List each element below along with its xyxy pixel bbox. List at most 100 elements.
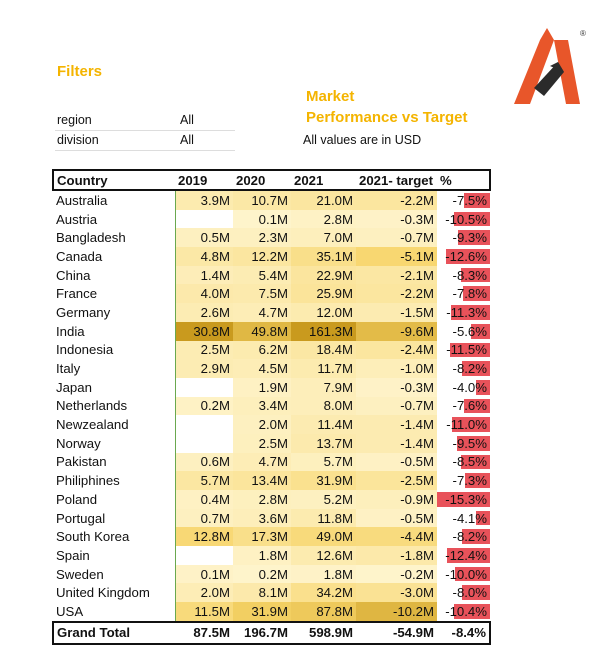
col-header-target-diff[interactable]: 2021- target — [359, 172, 434, 188]
percent-bar — [451, 417, 490, 432]
cell-country: Australia — [53, 190, 176, 210]
cell-2021: 18.4M — [291, 340, 356, 360]
cell-country: Germany — [53, 303, 176, 322]
percent-bar — [470, 323, 490, 339]
cell-target-diff: -0.2M — [356, 564, 437, 584]
table-row[interactable]: Canada 4.8M 12.2M 35.1M -5.1M -12.6% — [53, 247, 490, 266]
percent-value: -8.2% — [452, 361, 487, 377]
cell-2019: 2.9M — [175, 359, 233, 378]
cell-2019: 2.6M — [175, 303, 233, 322]
col-header-2020[interactable]: 2020 — [236, 172, 266, 188]
cell-2019 — [175, 433, 233, 453]
percent-value: -4.0% — [452, 379, 487, 395]
cell-2021: 87.8M — [291, 602, 356, 622]
filter-region-value[interactable]: All — [180, 113, 194, 127]
percent-bar — [447, 548, 490, 563]
col-header-2021[interactable]: 2021 — [294, 172, 324, 188]
percent-value: -4.1% — [452, 510, 487, 526]
cell-2021: 31.9M — [291, 471, 356, 490]
table-row[interactable]: Netherlands 0.2M 3.4M 8.0M -0.7M -7.6% — [53, 396, 490, 416]
cell-2019: 0.4M — [175, 490, 233, 509]
currency-note: All values are in USD — [303, 133, 422, 147]
table-row[interactable]: Japan 1.9M 7.9M -0.3M -4.0% — [53, 377, 490, 397]
report-title: Market Performance vs Target — [306, 86, 467, 128]
cell-percent: -12.6% — [437, 247, 490, 266]
table-row[interactable]: Australia 3.9M 10.7M 21.0M -2.2M -7.5% — [53, 190, 490, 210]
filter-division-row[interactable]: division All — [55, 132, 235, 151]
cell-country: Newzealand — [53, 415, 176, 434]
table-row[interactable]: Sweden 0.1M 0.2M 1.8M -0.2M -10.0% — [53, 564, 490, 584]
cell-2019: 2.0M — [175, 583, 233, 603]
cell-country: Portugal — [53, 508, 176, 528]
cell-percent: -8.2% — [437, 359, 490, 378]
table-row[interactable]: Austria 0.1M 2.8M -0.3M -10.5% — [53, 209, 490, 229]
cell-2020: 0.1M — [233, 209, 291, 229]
cell-country: Spain — [53, 546, 176, 565]
cell-2020: 2.3M — [233, 228, 291, 248]
table-row[interactable]: India 30.8M 49.8M 161.3M -9.6M -5.6% — [53, 321, 490, 341]
cell-2020: 31.9M — [233, 602, 291, 622]
cell-country: Norway — [53, 433, 176, 453]
table-row[interactable]: Bangladesh 0.5M 2.3M 7.0M -0.7M -9.3% — [53, 228, 490, 248]
report-title-line1: Market — [306, 88, 355, 105]
filter-division-value[interactable]: All — [180, 133, 194, 147]
percent-value: -9.5% — [452, 435, 487, 451]
cell-2020: 1.8M — [233, 546, 291, 565]
cell-2021: 7.9M — [291, 377, 356, 397]
table-row[interactable]: Portugal 0.7M 3.6M 11.8M -0.5M -4.1% — [53, 508, 490, 528]
percent-bar — [453, 211, 490, 227]
cell-country: China — [53, 265, 176, 285]
performance-table: Country 2019 2020 2021 2021- target % Au… — [52, 169, 491, 645]
cell-target-diff: -1.5M — [356, 303, 437, 322]
percent-bar — [464, 193, 490, 208]
total-label: Grand Total — [57, 625, 131, 641]
cell-target-diff: -0.5M — [356, 452, 437, 472]
cell-2020: 10.7M — [233, 190, 291, 210]
percent-bar — [457, 435, 490, 451]
cell-target-diff: -1.4M — [356, 433, 437, 453]
cell-2021: 21.0M — [291, 190, 356, 210]
cell-2019: 0.6M — [175, 452, 233, 472]
filter-region-row[interactable]: region All — [55, 112, 235, 131]
percent-value: -7.5% — [452, 192, 487, 208]
table-row[interactable]: Norway 2.5M 13.7M -1.4M -9.5% — [53, 433, 490, 453]
table-row[interactable]: Spain 1.8M 12.6M -1.8M -12.4% — [53, 546, 490, 565]
report-title-line2: Performance vs Target — [306, 109, 468, 126]
cell-country: Pakistan — [53, 452, 176, 472]
col-header-2019[interactable]: 2019 — [178, 172, 208, 188]
col-header-country[interactable]: Country — [57, 172, 108, 188]
percent-value: -15.3% — [445, 491, 487, 507]
table-row[interactable]: Newzealand 2.0M 11.4M -1.4M -11.0% — [53, 415, 490, 434]
cell-percent: -4.0% — [437, 378, 490, 397]
cell-2019: 0.1M — [175, 564, 233, 584]
cell-2020: 4.7M — [233, 303, 291, 322]
table-row[interactable]: Philiphines 5.7M 13.4M 31.9M -2.5M -7.3% — [53, 471, 490, 490]
table-row[interactable]: Poland 0.4M 2.8M 5.2M -0.9M -15.3% — [53, 490, 490, 509]
col-header-percent[interactable]: % — [440, 172, 452, 188]
table-row[interactable]: USA 11.5M 31.9M 87.8M -10.2M -10.4% — [53, 602, 490, 622]
table-row[interactable]: United Kingdom 2.0M 8.1M 34.2M -3.0M -8.0% — [53, 583, 490, 603]
percent-bar — [462, 286, 490, 302]
table-row[interactable]: Indonesia 2.5M 6.2M 18.4M -2.4M -11.5% — [53, 340, 490, 360]
table-row[interactable]: China 1.4M 5.4M 22.9M -2.1M -8.3% — [53, 265, 490, 285]
cell-2019: 0.5M — [175, 228, 233, 248]
grand-total-row: Grand Total 87.5M 196.7M 598.9M -54.9M -8.4% — [53, 621, 490, 644]
cell-2019 — [175, 546, 233, 565]
table-row[interactable]: Germany 2.6M 4.7M 12.0M -1.5M -11.3% — [53, 303, 490, 322]
table-row[interactable]: France 4.0M 7.5M 25.9M -2.2M -7.8% — [53, 284, 490, 304]
cell-2020: 4.7M — [233, 452, 291, 472]
cell-target-diff: -5.1M — [356, 247, 437, 266]
cell-country: France — [53, 284, 176, 304]
cell-target-diff: -10.2M — [356, 602, 437, 622]
percent-value: -10.0% — [445, 566, 487, 582]
cell-2021: 11.8M — [291, 508, 356, 528]
percent-value: -12.6% — [445, 248, 487, 264]
cell-percent: -10.5% — [437, 210, 490, 229]
cell-country: Austria — [53, 209, 176, 229]
table-row[interactable]: Italy 2.9M 4.5M 11.7M -1.0M -8.2% — [53, 359, 490, 378]
table-row[interactable]: South Korea 12.8M 17.3M 49.0M -4.4M -8.2% — [53, 527, 490, 547]
total-percent: -8.4% — [451, 625, 486, 641]
table-row[interactable]: Pakistan 0.6M 4.7M 5.7M -0.5M -8.5% — [53, 452, 490, 472]
cell-target-diff: -0.7M — [356, 396, 437, 416]
cell-2021: 7.0M — [291, 228, 356, 248]
